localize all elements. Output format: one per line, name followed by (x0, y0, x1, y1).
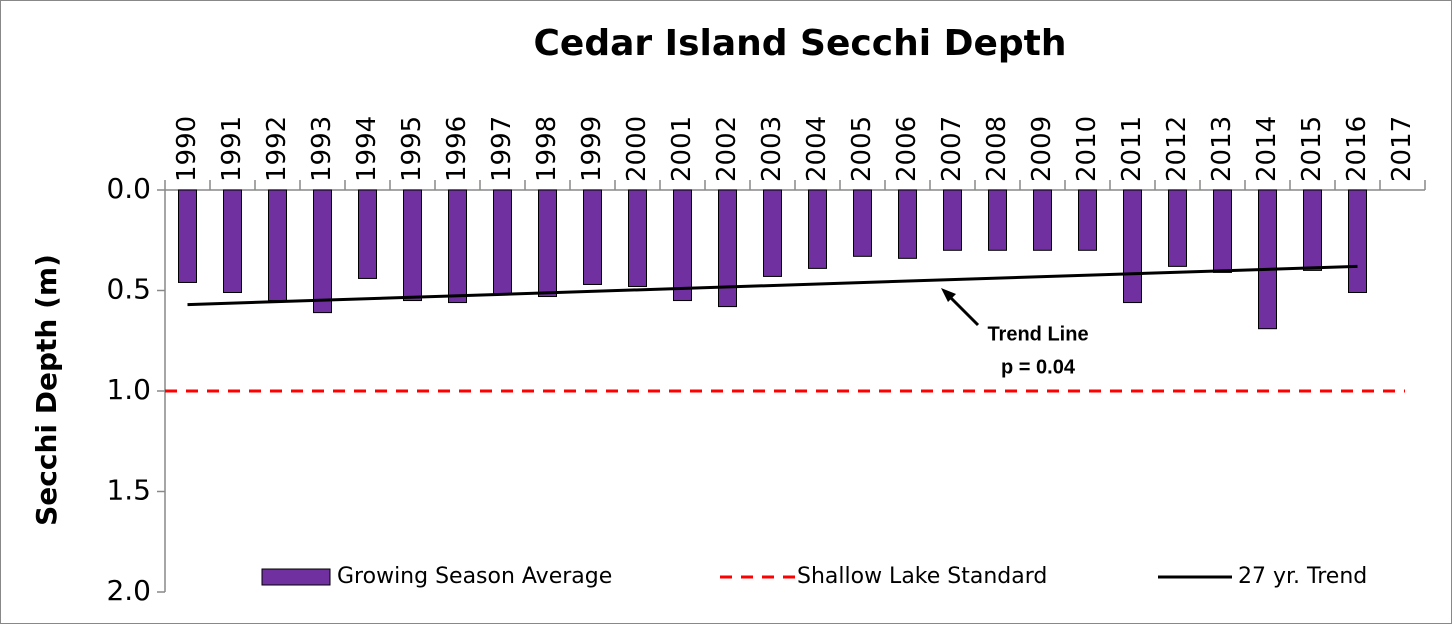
annotation-arrowhead (941, 288, 956, 302)
bar (178, 189, 197, 283)
x-tick-label: 2013 (1207, 116, 1237, 182)
bar (1078, 189, 1097, 251)
bar (583, 189, 602, 285)
y-tick-label: 1.0 (106, 373, 151, 406)
bar (763, 189, 782, 277)
y-axis-label: Secchi Depth (m) (30, 254, 63, 526)
bar (718, 189, 737, 308)
bar (448, 189, 467, 304)
y-tick-label: 2.0 (106, 574, 151, 607)
x-tick-label: 2005 (847, 116, 877, 182)
x-tick-label: 2004 (802, 116, 832, 182)
x-tick-label: 1994 (352, 116, 382, 182)
bar (493, 189, 512, 296)
x-tick-label: 1998 (532, 116, 562, 182)
bar (1303, 189, 1322, 271)
legend-swatch (261, 568, 331, 586)
x-tick-label: 1992 (262, 116, 292, 182)
x-tick-label: 1993 (307, 116, 337, 182)
x-tick-label: 2010 (1072, 116, 1102, 182)
annotation: Trend Line (987, 323, 1088, 345)
x-tick-label: 1995 (397, 116, 427, 182)
x-tick-label: 2014 (1252, 116, 1282, 182)
bar (628, 189, 647, 287)
bar (808, 189, 827, 269)
x-tick-label: 2002 (712, 116, 742, 182)
x-tick-label: 2007 (937, 116, 967, 182)
bar (943, 189, 962, 251)
x-tick-label: 2009 (1027, 116, 1057, 182)
bar (1168, 189, 1187, 267)
y-tick-label: 0.5 (106, 273, 151, 306)
x-tick-label: 1999 (577, 116, 607, 182)
x-tick-label: 1996 (442, 116, 472, 182)
legend-label: Growing Season Average (337, 564, 612, 589)
x-tick-label: 2006 (892, 116, 922, 182)
bar (898, 189, 917, 259)
bar (268, 189, 287, 302)
annotation: p = 0.04 (1001, 356, 1076, 378)
bar (223, 189, 242, 294)
trend-line (187, 264, 1358, 307)
legend-label: Shallow Lake Standard (797, 564, 1047, 589)
x-tick-label: 1997 (487, 116, 517, 182)
x-tick-label: 2003 (757, 116, 787, 182)
bar (313, 189, 332, 314)
chart-title: Cedar Island Secchi Depth (533, 23, 1066, 64)
x-tick-label: 2000 (622, 116, 652, 182)
x-tick-label: 2015 (1297, 116, 1327, 182)
x-tick-label: 2012 (1162, 116, 1192, 182)
x-tick-label: 2017 (1387, 116, 1417, 182)
x-tick-label: 1991 (217, 116, 247, 182)
legend-label: 27 yr. Trend (1238, 564, 1367, 589)
x-tick-label: 2001 (667, 116, 697, 182)
bar (988, 189, 1007, 251)
bar (538, 189, 557, 298)
bar (1258, 189, 1277, 330)
x-tick-label: 2016 (1342, 116, 1372, 182)
bar (1123, 189, 1142, 304)
x-tick-label: 1990 (172, 116, 202, 182)
x-tick-label: 2011 (1117, 116, 1147, 182)
bar (1213, 189, 1232, 273)
bar (358, 189, 377, 279)
y-tick-label: 0.0 (106, 172, 151, 205)
bar (673, 189, 692, 302)
bar (1348, 189, 1367, 294)
x-tick-label: 2008 (982, 116, 1012, 182)
bar (853, 189, 872, 257)
bar (403, 189, 422, 302)
y-tick-label: 1.5 (106, 474, 151, 507)
bar (1033, 189, 1052, 251)
